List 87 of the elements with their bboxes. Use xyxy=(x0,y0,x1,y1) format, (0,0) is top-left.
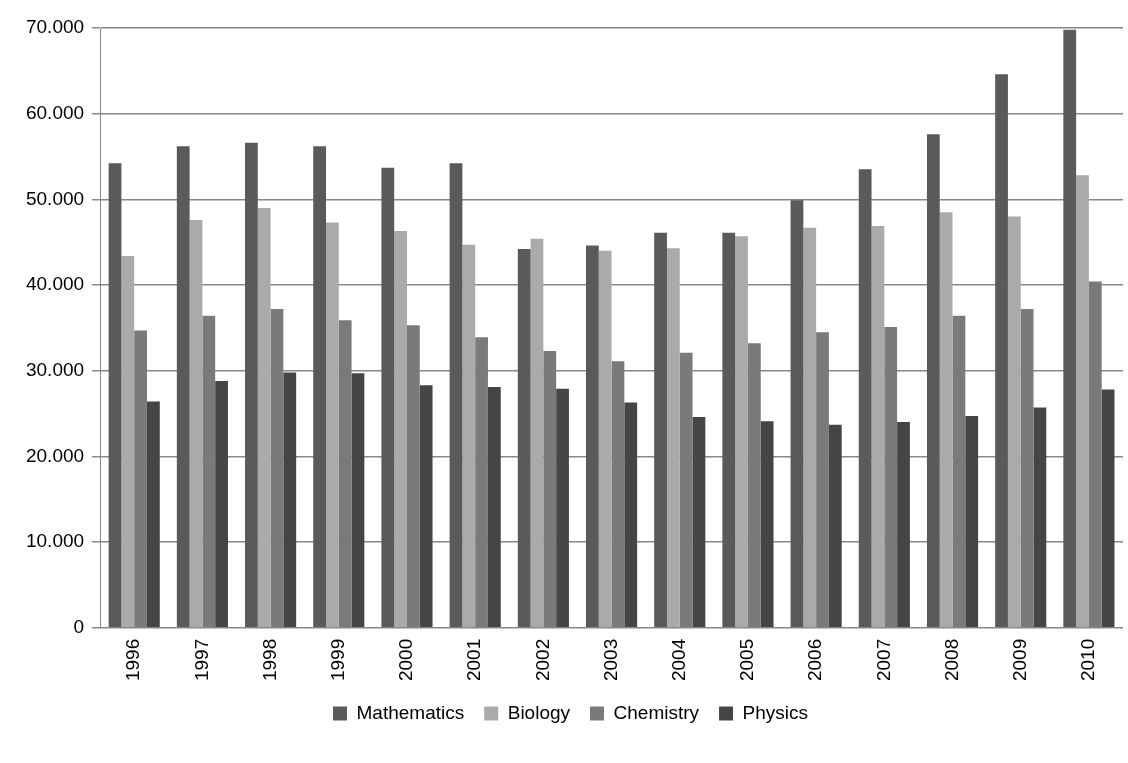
bar xyxy=(858,169,872,627)
bar xyxy=(313,146,326,627)
legend-label: Physics xyxy=(742,701,808,723)
bar xyxy=(394,231,407,627)
x-tick-label: 1996 xyxy=(122,638,144,682)
bar xyxy=(1088,281,1102,627)
bar xyxy=(351,373,365,627)
bar xyxy=(108,163,122,627)
y-tick-label: 20.000 xyxy=(25,444,85,466)
x-tick-label: 2002 xyxy=(531,638,553,682)
bar xyxy=(624,402,638,627)
bar xyxy=(1101,389,1115,627)
y-tick-label: 10.000 xyxy=(25,530,85,552)
bar xyxy=(1063,29,1077,627)
y-tick-label: 70.000 xyxy=(25,16,85,38)
y-tick-label: 30.000 xyxy=(25,358,85,380)
bar xyxy=(556,388,569,627)
bar xyxy=(790,200,804,627)
bar xyxy=(257,207,271,627)
bar xyxy=(666,248,680,627)
x-tick-label: 2000 xyxy=(395,638,417,682)
bar xyxy=(585,245,599,627)
bar xyxy=(611,361,625,627)
bar xyxy=(735,236,748,627)
x-tick-label: 2008 xyxy=(940,638,962,682)
bar xyxy=(897,422,910,627)
bar xyxy=(419,385,433,627)
bar xyxy=(828,424,842,627)
bar xyxy=(406,325,420,627)
y-tick-label: 0 xyxy=(73,615,85,637)
y-tick-label: 40.000 xyxy=(25,273,85,295)
bar xyxy=(722,232,736,627)
bar xyxy=(462,244,476,627)
bar xyxy=(965,416,979,627)
bar xyxy=(338,320,352,627)
bar xyxy=(679,352,693,627)
bar xyxy=(1007,216,1021,627)
bar xyxy=(1076,175,1089,627)
bar xyxy=(189,219,203,627)
x-tick-label: 2001 xyxy=(463,638,485,682)
bar xyxy=(326,222,339,627)
x-tick-label: 1999 xyxy=(327,638,349,682)
y-tick-label: 50.000 xyxy=(25,187,85,209)
bar xyxy=(939,212,953,627)
bar xyxy=(202,315,216,627)
bar xyxy=(543,351,557,627)
bar xyxy=(487,386,501,627)
x-tick-label: 2003 xyxy=(599,638,621,682)
bar xyxy=(381,167,395,627)
x-tick-label: 2007 xyxy=(872,638,894,682)
bar xyxy=(1033,407,1047,627)
x-tick-label: 1998 xyxy=(258,638,280,682)
y-tick-label: 60.000 xyxy=(25,101,85,123)
bar xyxy=(995,74,1008,627)
bar xyxy=(926,134,940,627)
x-tick-label: 2006 xyxy=(804,638,826,682)
bar xyxy=(147,401,160,627)
x-tick-label: 1997 xyxy=(190,638,212,682)
bar xyxy=(270,309,284,627)
bar xyxy=(803,227,817,627)
bar xyxy=(692,416,706,627)
bar xyxy=(760,421,774,627)
bar xyxy=(245,142,258,627)
bar xyxy=(517,249,531,627)
legend-label: Biology xyxy=(507,701,571,723)
bar xyxy=(952,315,966,627)
bar xyxy=(449,163,463,627)
bar xyxy=(747,343,761,627)
bar xyxy=(598,250,612,627)
x-tick-label: 2009 xyxy=(1008,638,1030,682)
bar xyxy=(283,372,297,627)
bar xyxy=(884,327,898,627)
legend-label: Chemistry xyxy=(613,701,700,723)
legend-label: Mathematics xyxy=(356,701,465,723)
bar xyxy=(121,255,135,627)
bar xyxy=(530,238,544,627)
bar xyxy=(816,332,829,627)
bar xyxy=(654,232,667,627)
bar xyxy=(134,330,147,627)
bar xyxy=(475,337,488,627)
bar xyxy=(1020,309,1034,627)
bar xyxy=(176,146,190,627)
bar xyxy=(215,380,228,627)
x-tick-label: 2010 xyxy=(1077,638,1099,682)
x-tick-label: 2005 xyxy=(736,638,758,682)
bar xyxy=(871,225,885,627)
x-tick-label: 2004 xyxy=(667,638,689,682)
